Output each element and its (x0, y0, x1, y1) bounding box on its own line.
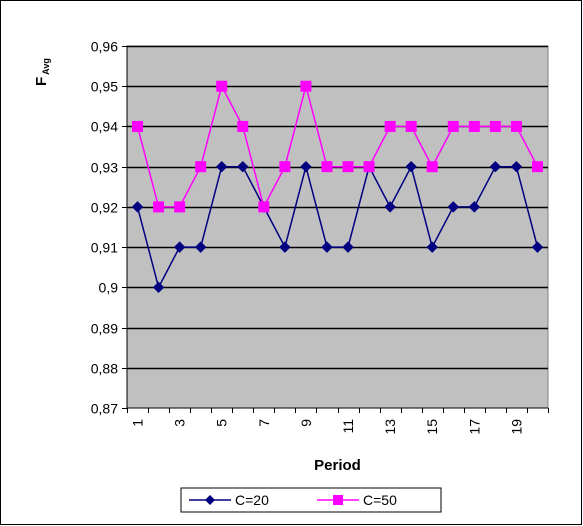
x-tick-label: 1 (130, 419, 146, 427)
data-point (237, 160, 249, 173)
data-point (194, 241, 207, 253)
legend: C=20 C=50 (180, 487, 442, 513)
data-point (321, 161, 333, 173)
legend-marker (205, 495, 215, 505)
data-point (531, 241, 544, 253)
data-point (279, 161, 291, 173)
legend-marker (333, 495, 343, 505)
y-tick-label: 0,88 (91, 361, 118, 377)
series-layer (131, 80, 544, 294)
data-point (131, 201, 144, 213)
data-point (363, 161, 375, 173)
data-point (195, 161, 207, 173)
data-point (426, 241, 438, 253)
x-tick-label: 17 (466, 419, 482, 435)
y-axis-title: F Avg (33, 58, 51, 86)
x-tick-label: 9 (298, 419, 314, 427)
data-point (384, 120, 396, 132)
y-tick-label: 0,92 (91, 200, 118, 216)
data-point (405, 160, 417, 173)
x-tick-label: 5 (214, 419, 230, 427)
series-1 (131, 160, 544, 294)
y-tick-label: 0,96 (91, 39, 118, 55)
data-point (468, 120, 480, 132)
data-point (152, 281, 165, 294)
legend-item-2: C=50 (317, 492, 397, 508)
data-point (216, 160, 228, 173)
data-point (173, 241, 186, 253)
data-point (153, 201, 165, 213)
y-axis-title-main: F (33, 77, 50, 86)
data-point (510, 120, 522, 132)
x-tick-label: 3 (172, 419, 188, 427)
x-tick-label: 11 (340, 419, 356, 434)
data-point (384, 201, 396, 213)
data-point (300, 160, 312, 173)
data-point (531, 161, 543, 173)
y-tick-label: 0,9 (99, 280, 119, 296)
y-tick-label: 0,89 (91, 321, 118, 337)
x-tick-label: 15 (424, 419, 440, 435)
data-point (300, 80, 312, 92)
data-point (258, 201, 270, 213)
x-tick-label: 7 (256, 419, 272, 427)
x-tick-label: 19 (508, 419, 524, 435)
series-2 (132, 80, 543, 213)
data-point (342, 161, 354, 173)
data-point (468, 201, 481, 213)
data-point (132, 120, 144, 132)
data-point (447, 120, 459, 132)
data-point (321, 241, 333, 253)
y-tick-label: 0,93 (91, 160, 118, 176)
legend-item-1: C=20 (189, 492, 269, 508)
y-tick-label: 0,87 (91, 401, 118, 417)
y-tick-label: 0,95 (91, 79, 118, 95)
data-point (279, 241, 291, 253)
data-point (489, 160, 502, 173)
plot-area (126, 45, 549, 409)
x-tick-label: 13 (382, 419, 398, 435)
legend-label: C=20 (235, 492, 269, 508)
y-axis-title-subscript: Avg (41, 58, 51, 75)
data-point (510, 160, 523, 173)
data-point (237, 120, 249, 132)
axes: 0,87 0,88 0,89 0,9 0,91 0,92 0,93 0,94 0,95 0,96 1… (91, 39, 549, 435)
y-tick-label: 0,94 (91, 119, 118, 135)
data-point (174, 201, 186, 213)
y-tick-label: 0,91 (91, 240, 118, 256)
x-axis-title: Period (314, 457, 361, 474)
data-point (216, 80, 228, 92)
legend-label: C=50 (363, 492, 397, 508)
data-point (405, 120, 417, 132)
data-point (447, 201, 459, 213)
data-point (489, 120, 501, 132)
data-point (342, 241, 354, 253)
data-point (426, 161, 438, 173)
